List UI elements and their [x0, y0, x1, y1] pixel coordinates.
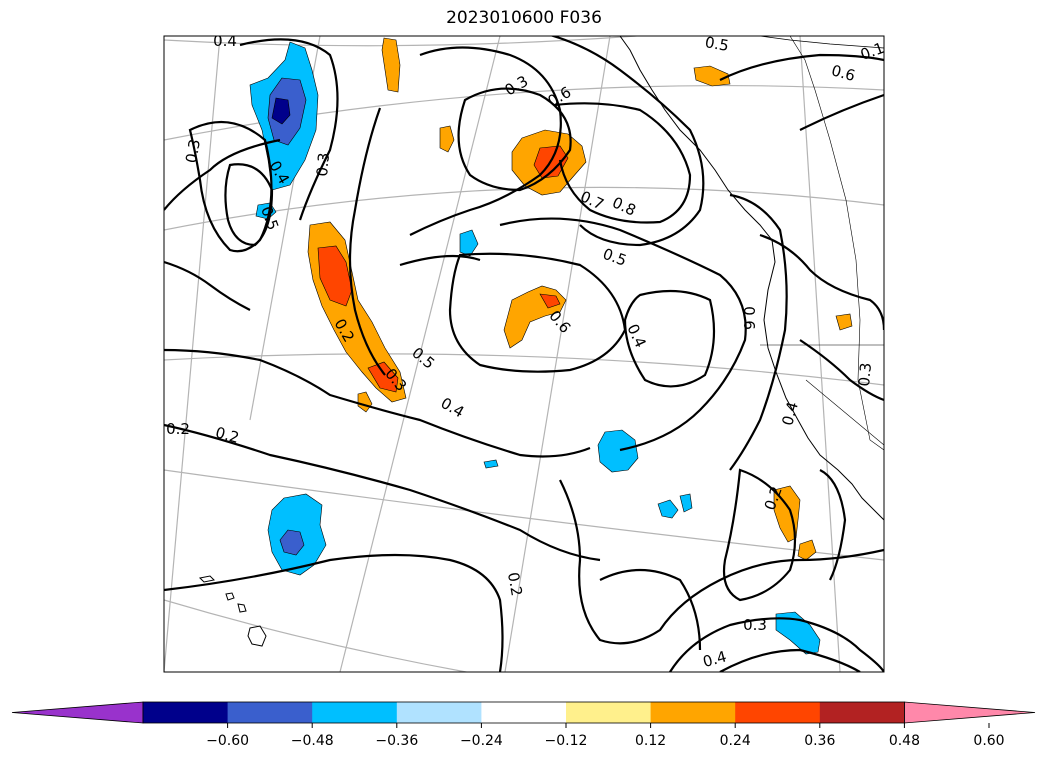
colorbar-tick-label: −0.36 — [375, 733, 418, 749]
colorbar-tick-label: 0.12 — [635, 733, 666, 749]
contour-label: 0.8 — [609, 193, 638, 219]
colorbar-box — [143, 702, 228, 723]
colorbar-box — [566, 702, 651, 723]
contour-label: 0.3 — [855, 362, 875, 387]
colorbar-extension-low — [11, 701, 144, 724]
contour-label: 0.5 — [704, 33, 731, 55]
colorbar-tick-label: 0.36 — [804, 733, 835, 749]
colorbar-tick-label: 0.24 — [720, 733, 751, 749]
contour-label: 0.6 — [740, 306, 758, 330]
contour-label: 0.2 — [504, 571, 526, 598]
colorbar-box — [312, 702, 398, 723]
contour-label: 0.4 — [213, 32, 237, 50]
contour-label: 0.6 — [545, 83, 575, 111]
colorbar-box — [650, 702, 736, 723]
colorbar-tick-label: −0.60 — [206, 733, 249, 749]
colorbar-frame — [142, 701, 905, 724]
colorbar-box — [819, 702, 905, 723]
colorbar-tick-label: −0.12 — [545, 733, 588, 749]
contour-label: 0.4 — [778, 400, 802, 428]
contour-label: 0.3 — [502, 72, 532, 100]
colorbar-box — [735, 702, 821, 723]
colorbar-tick-label: −0.48 — [291, 733, 334, 749]
contour-label: 0.3 — [743, 616, 767, 634]
colorbar-box — [227, 702, 313, 723]
colorbar-box — [396, 702, 482, 723]
positive-anomaly-fills — [307, 37, 853, 561]
map-frame — [163, 35, 885, 673]
colorbar-tick-label: 0.60 — [973, 733, 1004, 749]
contour-lines — [164, 36, 884, 672]
contour-label: 0.4 — [701, 647, 729, 671]
colorbar-tick-label: −0.24 — [460, 733, 503, 749]
map-area: 0.4 0.3 0.3 0.4 0.5 0.2 0.3 0.6 0.7 0.8 … — [164, 32, 884, 672]
contour-label: 0.5 — [257, 204, 282, 233]
contour-label: 0.6 — [829, 61, 857, 85]
contour-label: 0.5 — [600, 245, 629, 270]
contour-label: 0.4 — [623, 321, 649, 350]
colorbar-extension-high — [904, 701, 1036, 724]
colorbar-tick-label: 0.48 — [889, 733, 920, 749]
coastlines — [619, 36, 884, 521]
contour-label: 0.3 — [182, 138, 204, 165]
contour-label: 0.5 — [408, 344, 438, 373]
contour-label: 0.2 — [213, 423, 241, 447]
contour-label: 0.4 — [438, 394, 468, 422]
contour-label: 0.2 — [166, 420, 190, 438]
contour-label: 0.3 — [313, 152, 333, 177]
colorbar-box — [481, 702, 567, 723]
map-title: 2023010600 F036 — [446, 8, 602, 28]
hawaii-islands — [198, 575, 267, 647]
colorbar: −0.60 −0.48 −0.36 −0.24 −0.12 0.12 0.24 0.36 0.4… — [11, 701, 1036, 749]
